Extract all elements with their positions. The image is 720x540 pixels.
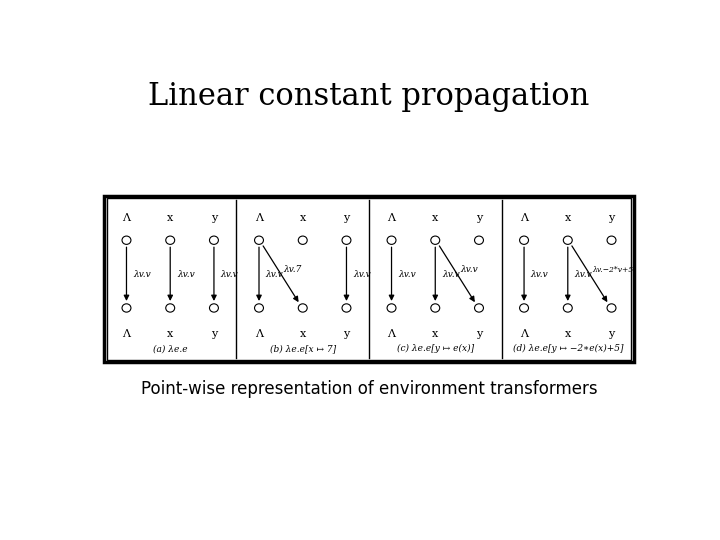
Text: y: y [211,329,217,339]
Text: Λ: Λ [520,329,528,339]
Text: x: x [432,213,438,222]
Text: Linear constant propagation: Linear constant propagation [148,82,590,112]
Text: Λ: Λ [387,329,395,339]
Text: λv.v: λv.v [442,269,459,279]
Text: x: x [564,329,571,339]
Text: Λ: Λ [255,213,263,222]
Text: y: y [608,329,615,339]
Text: y: y [476,213,482,222]
Text: x: x [167,213,174,222]
Text: λv.v: λv.v [266,269,284,279]
Text: λv.7: λv.7 [284,266,302,274]
Text: (b) λe.e[x ↦ 7]: (b) λe.e[x ↦ 7] [270,344,336,353]
Text: λv.−2*v+5: λv.−2*v+5 [593,266,634,274]
Text: λv.v: λv.v [177,269,194,279]
Text: y: y [608,213,615,222]
Text: λv.v: λv.v [531,269,549,279]
Text: x: x [300,329,306,339]
Text: x: x [167,329,174,339]
Text: Λ: Λ [520,213,528,222]
Text: λv.v: λv.v [220,269,238,279]
Text: y: y [343,213,350,222]
Text: λv.v: λv.v [575,269,593,279]
Text: (c) λe.e[y ↦ e(x)]: (c) λe.e[y ↦ e(x)] [397,344,474,353]
Text: x: x [300,213,306,222]
Text: x: x [564,213,571,222]
Text: λv.v: λv.v [133,269,151,279]
Text: (a) λe.e: (a) λe.e [153,344,187,353]
Text: Λ: Λ [387,213,395,222]
Text: Λ: Λ [122,329,130,339]
Text: λv.v: λv.v [354,269,371,279]
Bar [104,196,634,362]
Text: y: y [476,329,482,339]
Text: y: y [211,213,217,222]
Text: y: y [343,329,350,339]
Text: Point-wise representation of environment transformers: Point-wise representation of environment… [140,380,598,398]
Text: x: x [432,329,438,339]
Text: λv.v: λv.v [460,266,477,274]
Text: λv.v: λv.v [398,269,416,279]
Text: Λ: Λ [122,213,130,222]
Text: (d) λe.e[y ↦ −2∗e(x)+5]: (d) λe.e[y ↦ −2∗e(x)+5] [513,344,623,353]
Text: Λ: Λ [255,329,263,339]
Bar [107,198,631,360]
